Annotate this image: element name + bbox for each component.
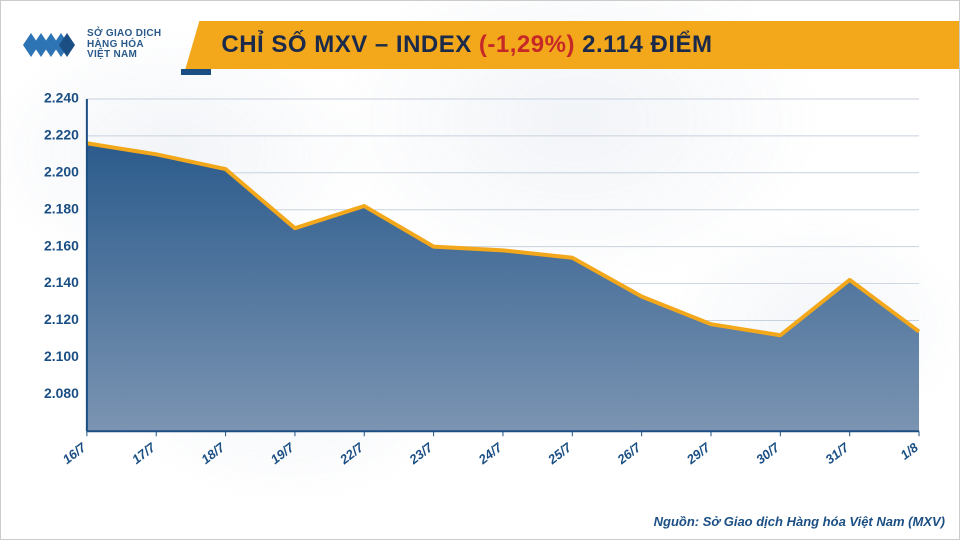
y-tick-label: 2.160: [44, 237, 79, 253]
x-tick-label: 24/7: [475, 439, 506, 467]
x-tick-label: 31/7: [822, 439, 852, 467]
logo-text: SỞ GIAO DỊCH HÀNG HÓA VIỆT NAM: [87, 29, 161, 61]
title-prefix: CHỈ SỐ MXV – INDEX: [221, 31, 479, 58]
x-tick-label: 22/7: [336, 439, 367, 467]
logo-mark-icon: [21, 25, 77, 65]
y-tick-label: 2.080: [44, 385, 79, 401]
y-tick-label: 2.220: [44, 127, 79, 143]
x-tick-label: 25/7: [544, 439, 575, 467]
x-tick-label: 23/7: [406, 439, 437, 467]
logo-line3: VIỆT NAM: [87, 50, 161, 61]
x-tick-label: 17/7: [129, 439, 159, 467]
title-suffix: 2.114 ĐIỂM: [575, 31, 713, 58]
y-tick-label: 2.120: [44, 311, 79, 327]
title-accent: [181, 69, 211, 75]
title-bar: CHỈ SỐ MXV – INDEX (-1,29%) 2.114 ĐIỂM: [185, 21, 959, 69]
y-tick-label: 2.200: [44, 164, 79, 180]
chart-source: Nguồn: Sở Giao dịch Hàng hóa Việt Nam (M…: [654, 514, 945, 529]
x-tick-label: 16/7: [60, 439, 90, 467]
x-tick-label: 29/7: [683, 439, 714, 467]
y-tick-label: 2.140: [44, 274, 79, 290]
x-tick-label: 18/7: [198, 439, 228, 467]
y-tick-label: 2.180: [44, 200, 79, 216]
chart-canvas: 2.080 2.100 2.120 2.140 2.160 2.180 2.200 2.220…: [31, 91, 929, 479]
x-tick-label: 26/7: [614, 439, 645, 467]
title-pct: (-1,29%): [479, 31, 575, 58]
x-tick-label: 30/7: [753, 439, 783, 467]
chart-title: CHỈ SỐ MXV – INDEX (-1,29%) 2.114 ĐIỂM: [221, 31, 712, 59]
logo: SỞ GIAO DỊCH HÀNG HÓA VIỆT NAM: [21, 25, 161, 65]
y-tick-label: 2.100: [44, 348, 79, 364]
mxv-index-chart: 2.080 2.100 2.120 2.140 2.160 2.180 2.200 2.220…: [31, 91, 929, 479]
x-tick-label: 1/8: [897, 439, 921, 462]
header: SỞ GIAO DỊCH HÀNG HÓA VIỆT NAM CHỈ SỐ MX…: [21, 17, 959, 73]
y-tick-label: 2.240: [44, 91, 79, 106]
x-tick-label: 19/7: [268, 439, 298, 467]
